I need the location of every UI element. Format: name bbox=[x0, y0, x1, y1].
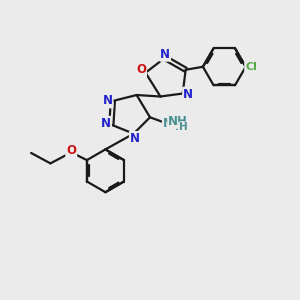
Text: N: N bbox=[103, 94, 112, 107]
Text: NH: NH bbox=[168, 115, 188, 128]
Text: N: N bbox=[130, 132, 140, 145]
Text: O: O bbox=[136, 63, 146, 76]
Text: N: N bbox=[163, 117, 173, 130]
Text: N: N bbox=[101, 117, 111, 130]
Text: Cl: Cl bbox=[245, 62, 257, 72]
Text: H: H bbox=[170, 122, 179, 132]
Text: N: N bbox=[183, 88, 193, 100]
Text: N: N bbox=[160, 48, 170, 61]
Text: H: H bbox=[170, 115, 179, 125]
Text: H: H bbox=[179, 122, 188, 132]
Text: O: O bbox=[66, 143, 76, 157]
